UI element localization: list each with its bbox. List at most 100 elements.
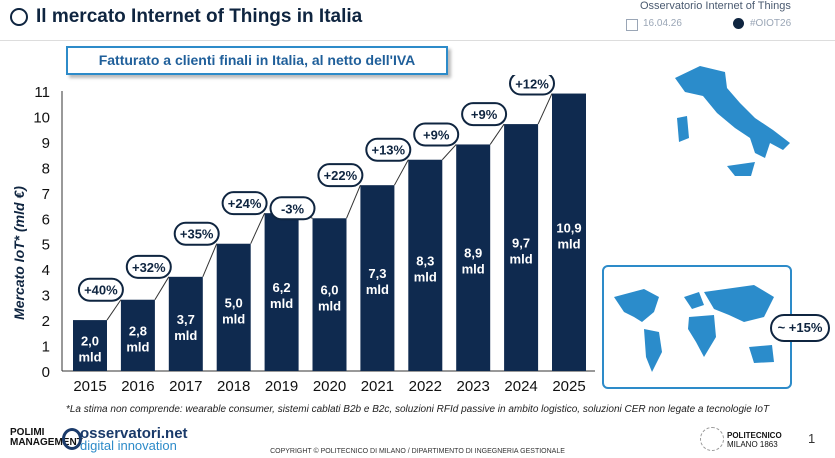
osservatori-logo-icon	[62, 428, 82, 450]
data-label: 6,2	[273, 280, 291, 295]
data-label-unit: mld	[462, 262, 485, 277]
header-divider	[0, 40, 835, 41]
growth-pill	[509, 75, 555, 96]
x-tick-label: 2023	[457, 378, 490, 395]
growth-connector	[154, 276, 170, 300]
x-tick-label: 2025	[552, 378, 585, 395]
date: 16.04.26	[643, 18, 682, 29]
bar-2017	[168, 276, 203, 371]
data-label-unit: mld	[557, 236, 580, 251]
italy-map	[655, 58, 805, 193]
growth-connector	[202, 243, 218, 278]
y-tick-label: 10	[33, 109, 50, 126]
y-tick-label: 5	[42, 237, 50, 254]
data-label-unit: mld	[270, 296, 293, 311]
growth-label: +13%	[371, 143, 405, 158]
growth-pill	[77, 277, 124, 302]
data-label: 8,3	[416, 253, 434, 268]
growth-pill	[269, 196, 316, 221]
y-tick-label: 1	[42, 339, 50, 356]
data-label-unit: mld	[414, 269, 437, 284]
growth-label: -3%	[281, 201, 305, 216]
bar-2024	[504, 124, 539, 371]
data-label-unit: mld	[78, 350, 101, 365]
data-label: 9,7	[512, 236, 530, 251]
page-number: 1	[808, 431, 816, 446]
growth-connector	[106, 299, 122, 321]
bar-2015	[73, 320, 107, 371]
growth-pill	[317, 163, 364, 188]
data-label-unit: mld	[126, 339, 149, 354]
osservatori-tagline: digital innovation	[80, 438, 177, 453]
data-label: 2,8	[129, 323, 147, 338]
growth-pill	[221, 191, 268, 216]
data-label: 2,0	[81, 334, 99, 349]
politecnico-sub: MILANO 1863	[727, 440, 778, 449]
osservatori-brand: osservatori.net	[80, 425, 188, 442]
y-tick-label: 9	[42, 135, 50, 152]
growth-label: +32%	[132, 260, 166, 275]
x-tick-label: 2018	[217, 378, 250, 395]
growth-connector	[393, 159, 409, 186]
growth-pill	[173, 221, 220, 246]
x-tick-label: 2022	[409, 378, 442, 395]
x-tick-label: 2016	[121, 378, 154, 395]
bar-2016	[120, 299, 155, 371]
data-label: 7,3	[368, 266, 386, 281]
growth-connector	[250, 212, 266, 244]
data-label: 6,0	[320, 283, 338, 298]
data-label-unit: mld	[318, 299, 341, 314]
footnote: *La stima non comprende: wearable consum…	[65, 404, 770, 415]
growth-label: +12%	[515, 77, 549, 92]
data-label: 8,9	[464, 246, 482, 261]
x-tick-label: 2021	[361, 378, 394, 395]
growth-connector	[489, 123, 505, 145]
data-label-unit: mld	[222, 311, 245, 326]
y-tick-label: 8	[42, 160, 50, 177]
growth-connector	[537, 93, 553, 125]
growth-pill	[413, 122, 460, 147]
page-title: Il mercato Internet of Things in Italia	[36, 6, 363, 27]
y-tick-label: 4	[42, 262, 50, 279]
bar-2022	[408, 159, 443, 371]
y-tick-label: 11	[34, 84, 50, 101]
data-label-unit: mld	[510, 252, 533, 267]
politecnico-seal-icon	[700, 427, 724, 451]
observatory-logo-icon	[10, 8, 28, 26]
y-tick-label: 6	[42, 211, 50, 228]
chart-subtitle: Fatturato a clienti finali in Italia, al…	[66, 46, 448, 75]
x-tick-label: 2020	[313, 378, 346, 395]
growth-label: +22%	[324, 168, 358, 183]
observatory-name: Osservatorio Internet of Things	[640, 0, 791, 12]
data-label: 5,0	[225, 295, 243, 310]
bar-2019	[264, 213, 299, 371]
growth-connector	[441, 144, 457, 161]
bar-2018	[216, 243, 251, 371]
hashtag: #OIOT26	[750, 18, 792, 29]
polimi-logo: POLIMI MANAGEMENT	[10, 427, 83, 448]
growth-label: +35%	[180, 227, 214, 242]
bar-2021	[360, 185, 395, 371]
politecnico-name: POLITECNICO	[727, 431, 782, 440]
bar-chart: Mercato IoT* (mld €) 0 1 2 3 4 5 6 7 8 9 10 11 2015 2…	[11, 75, 595, 395]
growth-label: +9%	[471, 107, 498, 122]
growth-connector	[346, 184, 361, 219]
y-tick-label: 7	[42, 186, 50, 203]
growth-pill	[125, 254, 172, 279]
copyright: COPYRIGHT © POLITECNICO DI MILANO / DIPA…	[270, 448, 565, 455]
y-tick-label: 0	[42, 364, 50, 381]
politecnico-logo: POLITECNICO MILANO 1863	[727, 431, 782, 449]
y-tick-label: 3	[42, 288, 50, 305]
x-tick-label: 2017	[169, 378, 202, 395]
y-axis-label: Mercato IoT* (mld €)	[11, 186, 27, 320]
growth-pill	[461, 102, 508, 127]
x-tick-label: 2024	[504, 378, 537, 395]
growth-label: +40%	[84, 283, 118, 298]
growth-label: +9%	[423, 127, 450, 142]
y-tick-label: 2	[42, 313, 50, 330]
world-growth-badge: ~ +15%	[770, 314, 830, 342]
x-tick-label: 2015	[73, 378, 106, 395]
data-label: 10,9	[556, 220, 581, 235]
data-label: 3,7	[177, 312, 195, 327]
bar-2025	[552, 93, 586, 371]
